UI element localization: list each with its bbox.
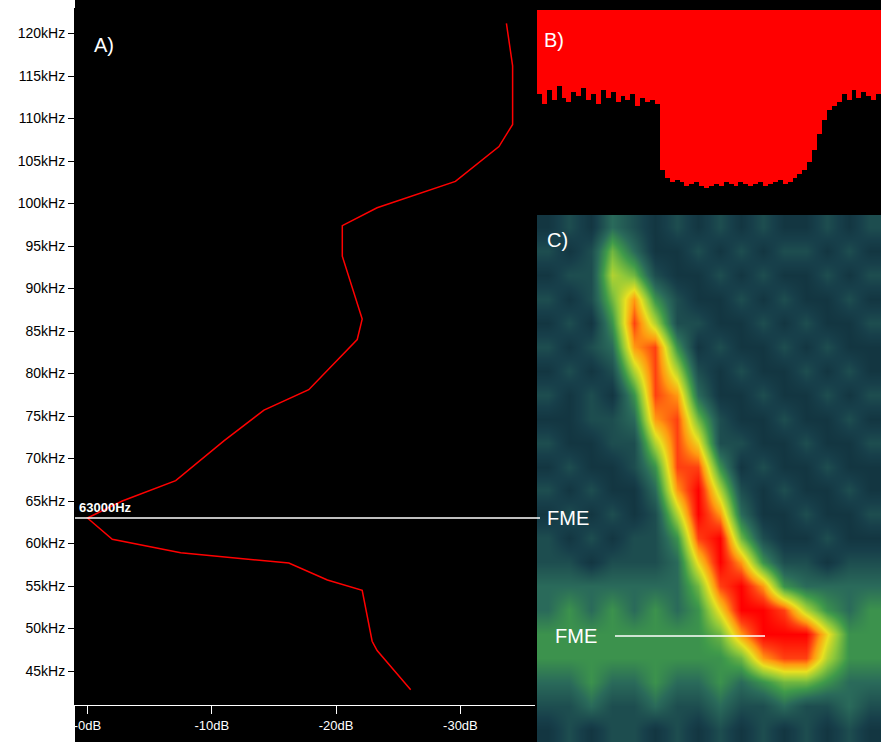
svg-text:-0dB: -0dB: [74, 718, 101, 733]
svg-text:110kHz: 110kHz: [19, 110, 65, 126]
svg-text:105kHz: 105kHz: [18, 153, 65, 169]
svg-text:45kHz: 45kHz: [26, 663, 66, 679]
svg-text:63000Hz: 63000Hz: [79, 500, 132, 515]
svg-text:55kHz: 55kHz: [26, 578, 66, 594]
svg-text:115kHz: 115kHz: [19, 68, 65, 84]
svg-text:-20dB: -20dB: [319, 718, 354, 733]
svg-text:B): B): [544, 29, 564, 51]
svg-text:-30dB: -30dB: [443, 718, 478, 733]
svg-text:65kHz: 65kHz: [26, 493, 66, 509]
svg-text:90kHz: 90kHz: [26, 280, 66, 296]
svg-text:A): A): [94, 34, 114, 56]
svg-text:50kHz: 50kHz: [26, 620, 66, 636]
svg-text:95kHz: 95kHz: [26, 238, 66, 254]
svg-text:80kHz: 80kHz: [26, 365, 66, 381]
svg-text:60kHz: 60kHz: [26, 535, 66, 551]
svg-text:75kHz: 75kHz: [26, 408, 66, 424]
svg-text:FME: FME: [555, 625, 597, 647]
svg-text:100kHz: 100kHz: [18, 195, 65, 211]
svg-text:FME: FME: [547, 507, 589, 529]
svg-text:85kHz: 85kHz: [26, 323, 66, 339]
svg-text:-10dB: -10dB: [194, 718, 229, 733]
svg-text:C): C): [547, 229, 568, 251]
svg-text:120kHz: 120kHz: [18, 25, 65, 41]
svg-text:70kHz: 70kHz: [26, 450, 66, 466]
